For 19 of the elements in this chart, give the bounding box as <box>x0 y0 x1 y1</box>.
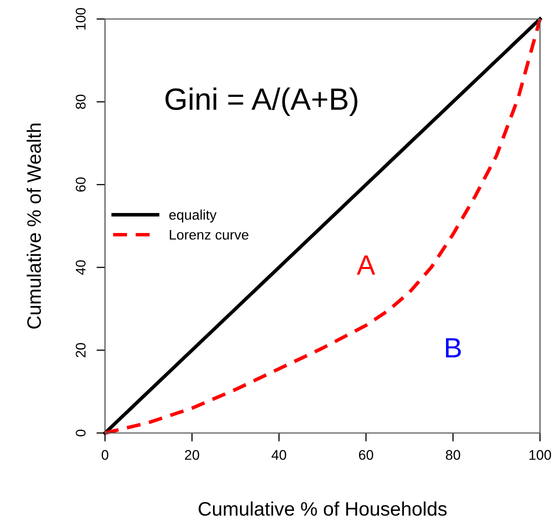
y-tick-label: 40 <box>76 260 86 275</box>
legend-label: Lorenz curve <box>170 230 248 240</box>
x-tick-label: 40 <box>272 450 286 460</box>
x-tick-label: 80 <box>446 450 460 460</box>
x-tick-label: 0 <box>102 450 108 460</box>
annotation: A <box>356 255 376 275</box>
y-tick-label: 100 <box>76 8 86 30</box>
annotation: Gini = A/(A+B) <box>165 88 358 116</box>
y-axis-title: Cumulative % of Wealth <box>26 124 41 329</box>
annotation: B <box>446 338 461 358</box>
x-tick-label: 60 <box>358 450 374 460</box>
x-tick-label: 100 <box>529 450 552 460</box>
x-axis-title: Cumulative % of Households <box>198 502 447 516</box>
y-tick-label: 60 <box>76 177 86 192</box>
y-tick-label: 0 <box>76 430 86 436</box>
y-tick-label: 20 <box>76 343 86 358</box>
x-tick-label: 20 <box>184 450 200 460</box>
legend-label: equality <box>169 210 217 223</box>
y-tick-label: 80 <box>76 94 86 109</box>
